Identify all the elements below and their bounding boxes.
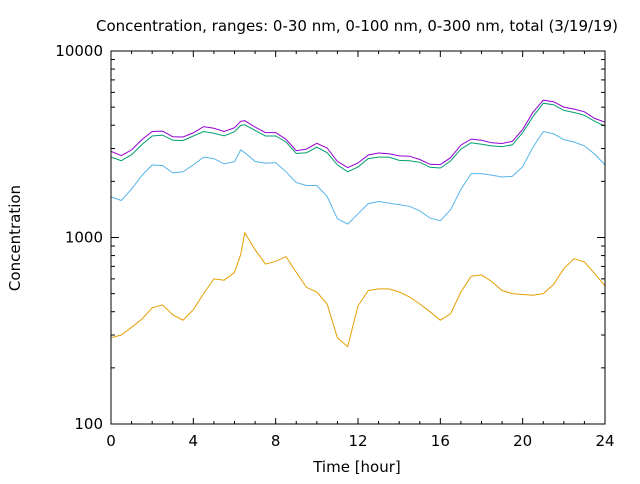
series-line-2	[110, 130, 606, 225]
x-tick-label: 20	[513, 432, 532, 450]
series-line-4	[110, 99, 606, 169]
series-layer	[110, 99, 606, 348]
y-axis-label: Concentration	[6, 185, 24, 291]
x-tick-label: 8	[271, 432, 281, 450]
y-axis: 100 1000 10000	[55, 42, 605, 433]
y-tick-label: 1000	[65, 229, 103, 247]
y-tick-label: 100	[74, 415, 103, 433]
series-line-1	[110, 231, 606, 348]
chart-title: Concentration, ranges: 0-30 nm, 0-100 nm…	[96, 17, 618, 35]
x-axis-label: Time [hour]	[312, 458, 401, 476]
x-tick-label: 0	[106, 432, 116, 450]
x-tick-label: 16	[431, 432, 450, 450]
x-axis: 0 4 8 12 16 20 24	[106, 51, 615, 450]
x-tick-label: 12	[348, 432, 367, 450]
series-line-3	[110, 102, 606, 173]
x-tick-label: 4	[189, 432, 199, 450]
x-tick-label: 24	[595, 432, 614, 450]
y-tick-label: 10000	[55, 42, 103, 60]
